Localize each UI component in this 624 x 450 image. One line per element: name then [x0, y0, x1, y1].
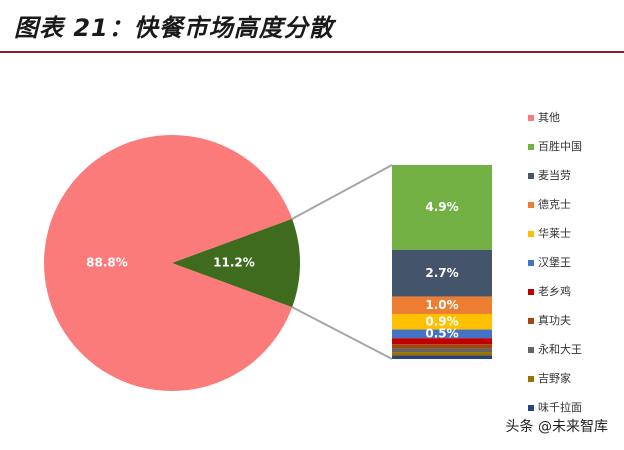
bar-label-4: 0.5% [425, 326, 458, 340]
bar-segment-9 [392, 355, 492, 359]
legend-label-6: 老乡鸡 [538, 284, 571, 298]
legend-swatch-9 [528, 376, 534, 382]
legend-swatch-7 [528, 318, 534, 324]
pie-label-other: 88.8% [86, 256, 128, 270]
legend-label-8: 永和大王 [538, 342, 582, 356]
pie-slice-other [44, 135, 293, 392]
legend-swatch-0 [528, 115, 534, 121]
legend-swatch-4 [528, 231, 534, 237]
pie-label-brands: 11.2% [213, 256, 255, 270]
legend-label-9: 吉野家 [538, 371, 571, 385]
legend-swatch-1 [528, 144, 534, 150]
legend-label-5: 汉堡王 [538, 255, 571, 269]
bar-segment-4 [392, 329, 492, 339]
pie-slice-brands [172, 218, 301, 308]
legend-label-7: 真功夫 [538, 313, 571, 327]
legend-swatch-5 [528, 260, 534, 266]
bar-segment-3 [392, 313, 492, 330]
bar-label-3: 0.9% [425, 314, 458, 328]
bar-segment-5 [392, 338, 492, 345]
legend-label-3: 德克士 [538, 197, 571, 211]
bar-segment-1 [392, 249, 492, 297]
bar-segment-8 [392, 352, 492, 356]
bar-label-1: 2.7% [425, 266, 458, 280]
bar-segment-2 [392, 296, 492, 314]
title-rule [0, 51, 624, 53]
bar-segment-6 [392, 344, 492, 349]
watermark: 头条 @未来智库 [501, 414, 612, 438]
legend-label-10: 味千拉面 [538, 400, 582, 414]
legend-swatch-8 [528, 347, 534, 353]
legend-label-2: 麦当劳 [538, 168, 571, 182]
legend-swatch-10 [528, 405, 534, 411]
legend-swatch-2 [528, 173, 534, 179]
connector-top [291, 164, 393, 220]
legend-swatch-3 [528, 202, 534, 208]
header: 图表 21：快餐市场高度分散 [0, 0, 624, 54]
connector-bottom [291, 306, 393, 360]
chart-title: 图表 21：快餐市场高度分散 [14, 14, 334, 42]
bar-label-2: 1.0% [425, 298, 458, 312]
legend-label-1: 百胜中国 [538, 139, 582, 153]
legend-swatch-6 [528, 289, 534, 295]
legend-label-4: 华莱士 [538, 226, 571, 240]
bar-segment-0 [392, 165, 492, 250]
bar-segment-7 [392, 348, 492, 353]
bar-label-0: 4.9% [425, 200, 458, 214]
legend-label-0: 其他 [538, 111, 560, 124]
